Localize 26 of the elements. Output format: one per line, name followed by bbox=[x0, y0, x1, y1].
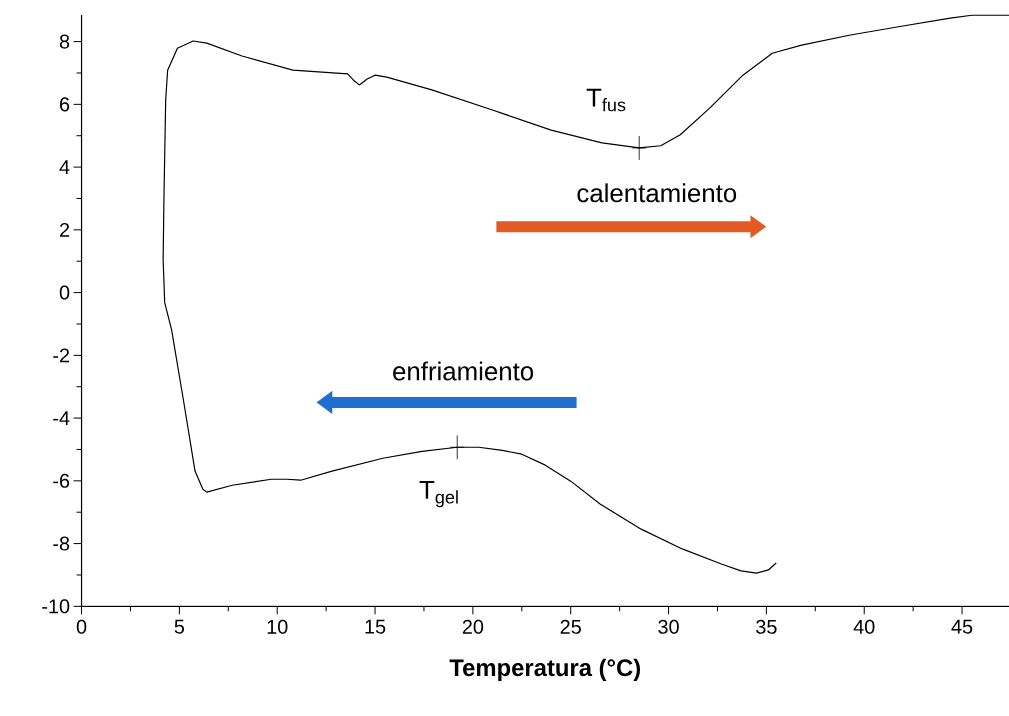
x-tick-label: 35 bbox=[756, 619, 777, 634]
y-tick-label: -10 bbox=[42, 599, 70, 614]
annotation: T$_{fus}$ bbox=[586, 88, 626, 112]
y-tick-label: -6 bbox=[53, 473, 70, 488]
y-tick-label: 4 bbox=[59, 160, 70, 174]
x-tick-label: 15 bbox=[365, 619, 386, 634]
y-tick-label: 6 bbox=[60, 97, 70, 112]
annotation: calentamiento bbox=[577, 183, 737, 203]
x-axis-title: Temperatura (°C) bbox=[449, 658, 641, 681]
y-tick-label: -2 bbox=[53, 348, 70, 363]
x-tick-label: 40 bbox=[853, 619, 875, 634]
annotation: enfriamiento bbox=[393, 361, 534, 381]
x-tick-label: 10 bbox=[267, 619, 288, 634]
annotation: T$_{gel}$ bbox=[419, 481, 458, 508]
y-tick-label: 0 bbox=[59, 285, 70, 300]
x-tick-label: 25 bbox=[560, 619, 581, 634]
y-tick-label: -4 bbox=[53, 411, 70, 425]
line-series bbox=[162, 14, 1009, 574]
y-tick-label: 8 bbox=[59, 34, 70, 49]
y-tick-label: 2 bbox=[60, 222, 70, 237]
x-tick-label: 5 bbox=[174, 619, 185, 634]
x-tick-label: 0 bbox=[76, 619, 87, 634]
y-tick-label: -8 bbox=[53, 536, 70, 551]
x-tick-label: 20 bbox=[462, 619, 484, 634]
x-tick-label: 45 bbox=[951, 619, 973, 634]
x-tick-label: 30 bbox=[658, 619, 679, 634]
